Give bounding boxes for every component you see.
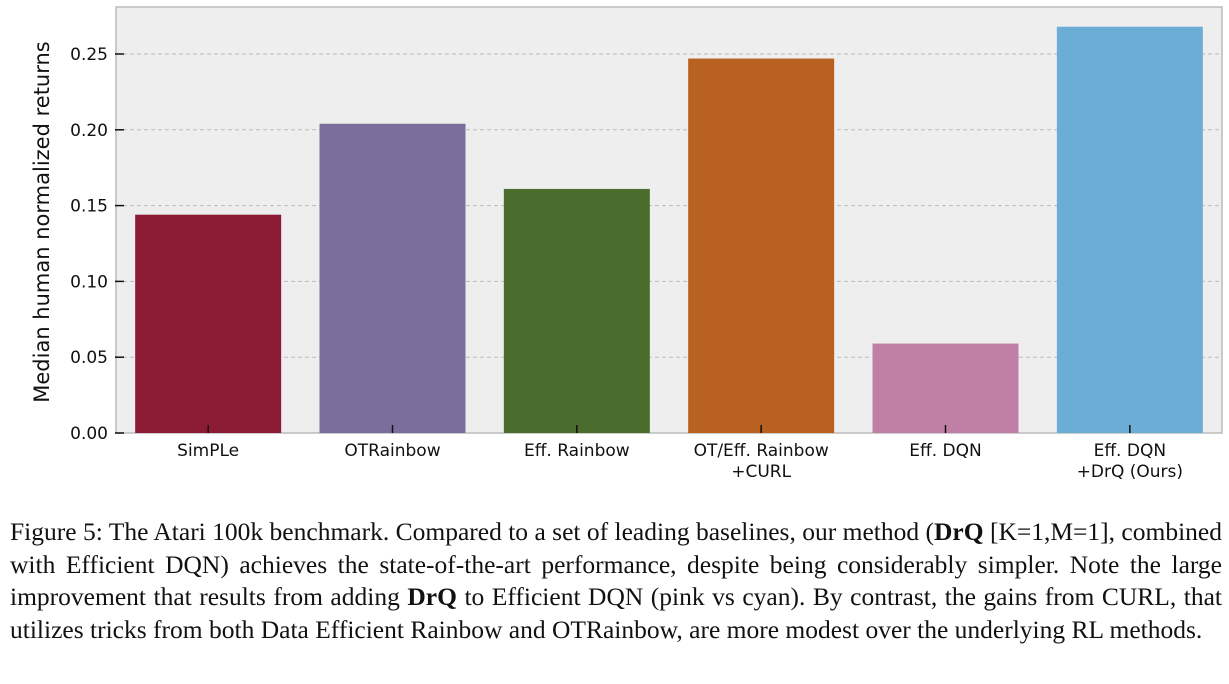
x-tick-label: OTRainbow [344,441,440,461]
y-tick-label: 0.05 [70,348,108,368]
caption-text: to Efficient DQN (pink vs cyan). By cont… [10,582,1222,644]
bar-3 [688,58,835,433]
x-tick-label: OT/Eff. Rainbow +CURL [694,441,829,482]
bar-chart: 0.00 0.05 0.10 0.15 0.20 0.25 SimPLe OTRainbow E… [30,6,1223,482]
y-tick-label: 0.10 [70,272,108,292]
caption-bold: DrQ [933,517,984,546]
x-tick-label: SimPLe [177,441,239,461]
caption-bold: DrQ [407,582,457,611]
y-axis-label: Median human normalized returns [30,41,54,403]
bar-4 [872,343,1019,433]
y-tick-label: 0.00 [70,424,108,444]
y-tick-label: 0.15 [70,197,108,217]
caption-text: Figure 5: The Atari 100k benchmark. Comp… [10,517,934,546]
x-tick-label: Eff. DQN +DrQ (Ours) [1077,441,1183,482]
figure-caption: Figure 5: The Atari 100k benchmark. Comp… [10,516,1222,646]
bar-5 [1056,26,1203,433]
bar-2 [503,188,650,433]
x-tick-label: Eff. DQN [909,441,981,461]
plot-area [115,6,1223,434]
x-tick-label: Eff. Rainbow [524,441,630,461]
y-tick-label: 0.20 [70,121,108,141]
bar-0 [135,214,282,433]
caption-text: [K=1,M=1], combined with Efficient DQN) … [10,517,1222,611]
y-tick-label: 0.25 [70,45,108,65]
bar-1 [319,123,466,433]
